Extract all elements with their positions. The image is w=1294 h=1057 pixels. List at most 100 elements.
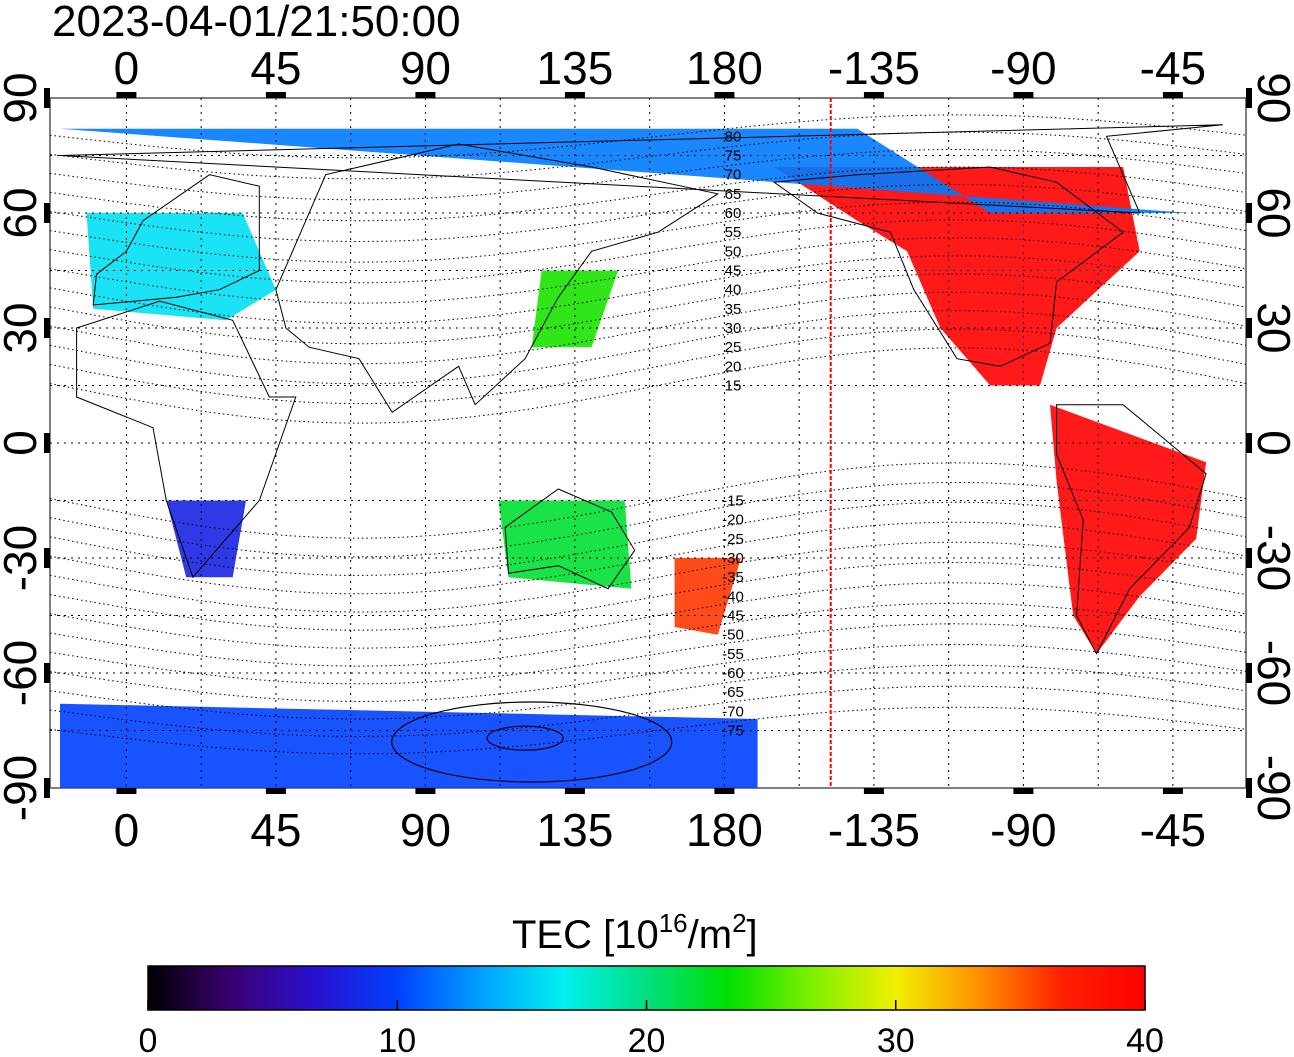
contour-label: -45 — [722, 608, 744, 625]
tec-region-antarctica-west — [60, 703, 758, 788]
x-tick-label-top: -90 — [990, 42, 1056, 94]
colorbar-title-suffix: ] — [747, 913, 758, 957]
x-tick-label-top: 45 — [250, 42, 301, 94]
contour-label: 35 — [725, 301, 742, 318]
x-tick-label-top: 90 — [400, 42, 451, 94]
frame-ticks — [44, 88, 1252, 798]
coastline — [504, 488, 636, 590]
map-panel: 0 45 90 135 180 -135 -90 -45 0 45 90 135 180 -135 -90… — [0, 42, 1294, 856]
coastline — [92, 174, 260, 306]
magnetic-latitude-contours — [50, 114, 1246, 783]
contour-label: -40 — [722, 588, 744, 605]
colorbar-title-unit-exponent: 2 — [732, 908, 746, 938]
contour-label: 75 — [725, 148, 742, 165]
tec-region-south-america — [1050, 404, 1207, 654]
contour-label: 45 — [725, 263, 742, 280]
y-tick-label-left: 0 — [0, 430, 46, 456]
coastline — [76, 300, 297, 579]
contour-curve — [50, 482, 1246, 558]
x-tick-label-bottom: -45 — [1140, 804, 1206, 856]
contour-label: 15 — [725, 378, 742, 395]
contour-curve — [50, 291, 1246, 365]
y-tick-label-right: 0 — [1248, 430, 1294, 456]
contour-label: 65 — [725, 186, 742, 203]
contour-curve — [50, 541, 1246, 613]
contour-curve — [50, 706, 1246, 755]
y-tick-label-right: 30 — [1248, 302, 1294, 353]
colorbar-tick-label: 20 — [628, 1022, 666, 1057]
x-tick-label-bottom: 90 — [400, 804, 451, 856]
y-tick-label-left: -60 — [0, 640, 46, 706]
contour-label: 60 — [725, 205, 742, 222]
y-tick-label-left: 60 — [0, 187, 46, 238]
y-tick-label-right: -60 — [1248, 640, 1294, 706]
contour-curve — [50, 114, 1246, 159]
coastline — [59, 124, 1223, 214]
contour-label: -65 — [722, 684, 744, 701]
tec-region-north-america — [774, 167, 1140, 386]
colorbar-title-exponent: 16 — [659, 908, 688, 938]
contour-label: -30 — [722, 550, 744, 567]
y-tick-label-right: -90 — [1248, 755, 1294, 821]
contour-curve — [50, 462, 1246, 539]
contour-curve — [50, 131, 1246, 180]
contour-label: -25 — [722, 531, 744, 548]
coastline-layer — [59, 124, 1223, 655]
colorbar-tick-label: 30 — [877, 1022, 915, 1057]
x-tick-label-bottom: 0 — [114, 804, 140, 856]
contour-curve — [50, 347, 1246, 424]
y-tick-label-left: 30 — [0, 302, 46, 353]
contour-label: -20 — [722, 512, 744, 529]
x-tick-label-bottom: -90 — [990, 804, 1056, 856]
x-tick-label-bottom: 135 — [537, 804, 614, 856]
tec-region-europe — [86, 213, 276, 321]
colorbar-ticks: 0 10 20 30 40 — [139, 1000, 1164, 1057]
contour-label: -55 — [722, 646, 744, 663]
contour-label: -15 — [722, 493, 744, 510]
y-axis-left-labels: 90 60 30 0 -30 -60 -90 — [0, 72, 46, 821]
x-tick-label-top: 180 — [686, 42, 763, 94]
x-tick-label-top: -45 — [1140, 42, 1206, 94]
contour-label: -35 — [722, 569, 744, 586]
contour-label: -60 — [722, 665, 744, 682]
tec-region-new-zealand — [674, 558, 741, 635]
tec-region-greenland-arctic — [60, 128, 1190, 213]
contour-label: 30 — [725, 320, 742, 337]
lat-lon-grid — [50, 98, 1246, 788]
x-axis-bottom-labels: 0 45 90 135 180 -135 -90 -45 — [114, 804, 1207, 856]
contour-labels: 80 75 70 65 60 55 50 45 40 35 30 25 20 15 -15 -20 -25 -30… — [722, 128, 744, 739]
y-tick-label-right: 90 — [1248, 72, 1294, 123]
colorbar-title-unit: /m — [688, 913, 732, 957]
contour-label: -50 — [722, 627, 744, 644]
contour-label: 70 — [725, 167, 742, 184]
x-tick-label-bottom: 180 — [686, 804, 763, 856]
colorbar-title: TEC [1016/m2] — [512, 908, 758, 957]
contour-curve — [50, 582, 1246, 649]
contour-label: 55 — [725, 224, 742, 241]
contour-label: 25 — [725, 339, 742, 356]
map-timestamp-title: 2023-04-01/21:50:00 — [52, 0, 461, 46]
colorbar-tick-label: 0 — [139, 1022, 158, 1057]
contour-curve — [50, 521, 1246, 595]
contour-curve — [50, 310, 1246, 385]
y-tick-label-left: -90 — [0, 755, 46, 821]
x-tick-label-top: -135 — [828, 42, 920, 94]
contour-label: 40 — [725, 282, 742, 299]
coastline — [1056, 404, 1207, 655]
contour-curve — [50, 255, 1246, 324]
colorbar-tick-label: 10 — [378, 1022, 416, 1057]
colorbar-title-prefix: TEC [10 — [512, 913, 659, 957]
contour-curve — [50, 328, 1246, 404]
x-tick-label-top: 135 — [537, 42, 614, 94]
contour-label: -70 — [722, 703, 744, 720]
contour-label: -75 — [722, 723, 744, 740]
x-tick-label-top: 0 — [114, 42, 140, 94]
y-axis-right-labels: 90 60 30 0 -30 -60 -90 — [1248, 72, 1294, 821]
contour-curve — [50, 562, 1246, 631]
contour-label: 20 — [725, 358, 742, 375]
contour-label: 80 — [725, 128, 742, 145]
colorbar: TEC [1016/m2] 0 10 20 30 40 — [139, 908, 1164, 1057]
tec-region-australia — [498, 500, 632, 589]
x-axis-top-labels: 0 45 90 135 180 -135 -90 -45 — [114, 42, 1207, 94]
